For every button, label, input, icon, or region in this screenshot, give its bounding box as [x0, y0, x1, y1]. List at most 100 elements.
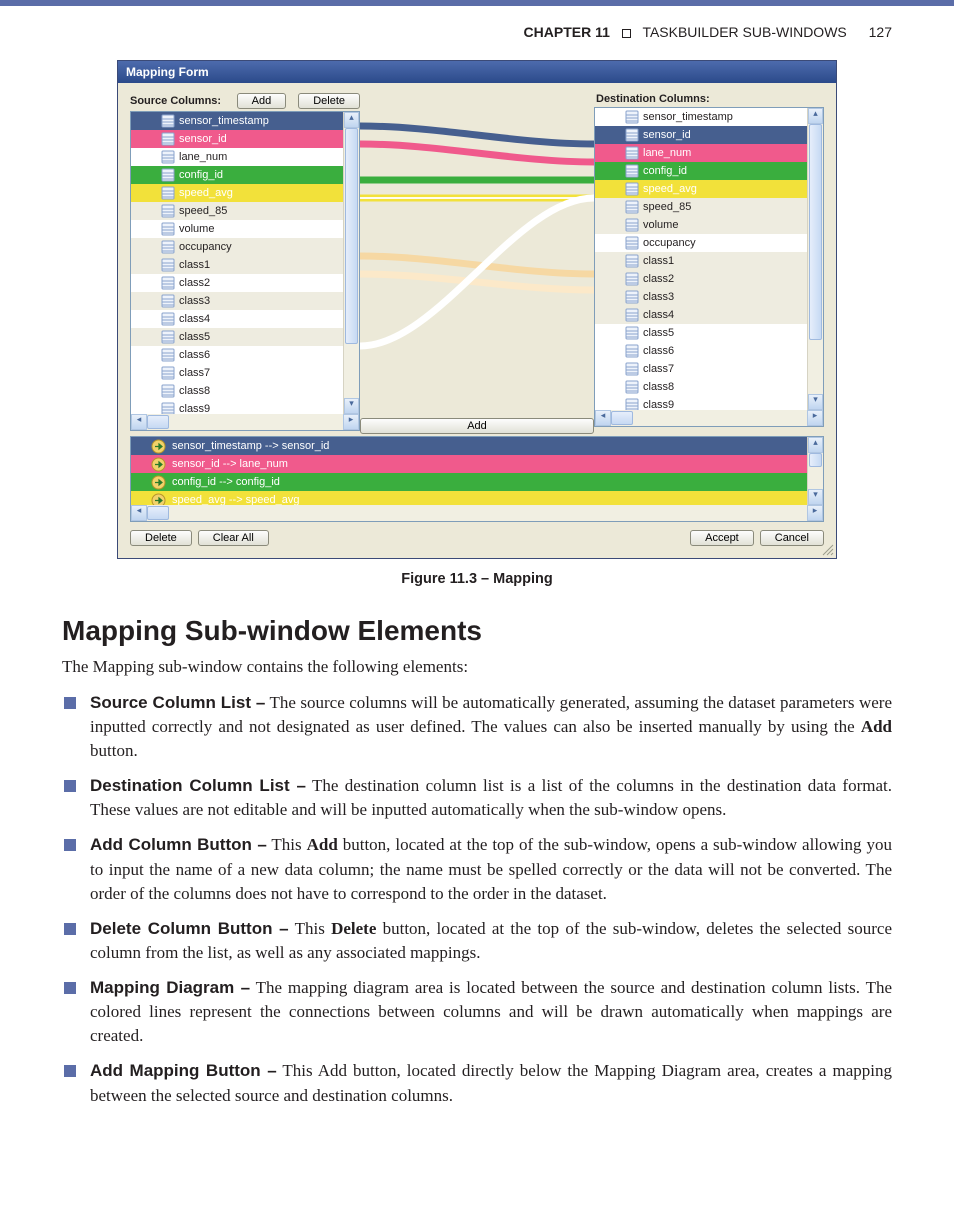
scrollbar-vertical[interactable]: ▴ ▾: [343, 112, 359, 414]
list-item[interactable]: speed_avg: [131, 184, 359, 202]
mapping-item[interactable]: sensor_id --> lane_num: [131, 455, 823, 473]
scrollbar-vertical[interactable]: ▴ ▾: [807, 437, 823, 505]
list-item-label: class8: [179, 385, 210, 397]
list-item[interactable]: sensor_timestamp: [131, 112, 359, 130]
scroll-up-icon[interactable]: ▴: [344, 112, 359, 128]
list-item[interactable]: class3: [595, 288, 823, 306]
add-column-button[interactable]: Add: [237, 93, 287, 109]
list-item[interactable]: class5: [131, 328, 359, 346]
list-item-label: class6: [179, 349, 210, 361]
column-icon: [161, 276, 175, 290]
scroll-up-icon[interactable]: ▴: [808, 108, 823, 124]
scroll-right-icon[interactable]: ▸: [807, 410, 823, 426]
list-item-label: class4: [179, 313, 210, 325]
destination-column-list[interactable]: sensor_timestampsensor_id lane_num config_…: [594, 107, 824, 427]
list-item[interactable]: class8: [131, 382, 359, 400]
list-item-label: class6: [643, 345, 674, 357]
scroll-right-icon[interactable]: ▸: [807, 505, 823, 521]
list-item-label: config_id: [643, 165, 687, 177]
source-column-list[interactable]: sensor_timestamp sensor_id lane_num config_…: [130, 111, 360, 431]
list-item[interactable]: class5: [595, 324, 823, 342]
list-item[interactable]: lane_num: [131, 148, 359, 166]
scrollbar-horizontal[interactable]: ◂ ▸: [131, 414, 359, 430]
list-item-label: sensor_id: [179, 133, 227, 145]
list-item[interactable]: class1: [131, 256, 359, 274]
column-icon: [161, 348, 175, 362]
bullet-square-icon: [64, 1065, 76, 1077]
column-icon: [625, 344, 639, 358]
accept-button[interactable]: Accept: [690, 530, 754, 546]
list-item[interactable]: class2: [595, 270, 823, 288]
column-icon: [625, 110, 639, 124]
list-item[interactable]: speed_85: [595, 198, 823, 216]
list-item-label: speed_85: [643, 201, 691, 213]
scroll-up-icon[interactable]: ▴: [808, 437, 823, 453]
list-item[interactable]: sensor_timestamp: [595, 108, 823, 126]
scrollbar-horizontal[interactable]: ◂ ▸: [595, 410, 823, 426]
list-item[interactable]: class1: [595, 252, 823, 270]
scroll-left-icon[interactable]: ◂: [131, 414, 147, 430]
list-item-label: class4: [643, 309, 674, 321]
mapping-item[interactable]: config_id --> config_id: [131, 473, 823, 491]
list-item-label: lane_num: [179, 151, 227, 163]
list-item[interactable]: occupancy: [131, 238, 359, 256]
scroll-down-icon[interactable]: ▾: [808, 394, 823, 410]
list-item-label: lane_num: [643, 147, 691, 159]
bullet-square-icon: [64, 697, 76, 709]
bullet-square-icon: [64, 780, 76, 792]
list-item[interactable]: class3: [131, 292, 359, 310]
column-icon: [161, 186, 175, 200]
mapping-list[interactable]: sensor_timestamp --> sensor_idsensor_id …: [130, 436, 824, 522]
scroll-left-icon[interactable]: ◂: [131, 505, 147, 521]
resize-grip-icon[interactable]: [820, 542, 834, 556]
list-item[interactable]: sensor_id: [131, 130, 359, 148]
list-item[interactable]: class7: [595, 360, 823, 378]
list-item[interactable]: class6: [131, 346, 359, 364]
column-icon: [161, 150, 175, 164]
column-icon: [161, 312, 175, 326]
destination-columns-label: Destination Columns:: [594, 93, 824, 105]
column-icon: [161, 132, 175, 146]
list-item[interactable]: class7: [131, 364, 359, 382]
list-item[interactable]: class8: [595, 378, 823, 396]
list-item[interactable]: class4: [595, 306, 823, 324]
chapter-label: CHAPTER 11: [524, 24, 610, 40]
column-icon: [625, 308, 639, 322]
list-item[interactable]: class2: [131, 274, 359, 292]
delete-column-button[interactable]: Delete: [298, 93, 360, 109]
column-icon: [161, 366, 175, 380]
list-item[interactable]: config_id: [131, 166, 359, 184]
delete-mapping-button[interactable]: Delete: [130, 530, 192, 546]
add-mapping-button[interactable]: Add: [360, 418, 594, 434]
list-item[interactable]: class4: [131, 310, 359, 328]
list-item-label: class1: [643, 255, 674, 267]
clear-all-button[interactable]: Clear All: [198, 530, 269, 546]
list-item[interactable]: class6: [595, 342, 823, 360]
screenshot-figure: Mapping Form Source Columns: Add Delete …: [117, 60, 837, 559]
section-heading: Mapping Sub-window Elements: [62, 615, 892, 647]
scroll-right-icon[interactable]: ▸: [343, 414, 359, 430]
column-icon: [625, 128, 639, 142]
column-icon: [625, 254, 639, 268]
scrollbar-vertical[interactable]: ▴ ▾: [807, 108, 823, 410]
bullet-list: Source Column List – The source columns …: [62, 691, 892, 1108]
list-item[interactable]: lane_num: [595, 144, 823, 162]
scrollbar-horizontal[interactable]: ◂ ▸: [131, 505, 823, 521]
list-item[interactable]: speed_85: [131, 202, 359, 220]
scroll-down-icon[interactable]: ▾: [344, 398, 359, 414]
scroll-left-icon[interactable]: ◂: [595, 410, 611, 426]
list-item[interactable]: sensor_id: [595, 126, 823, 144]
list-item[interactable]: volume: [595, 216, 823, 234]
list-item-label: class2: [179, 277, 210, 289]
list-item[interactable]: occupancy: [595, 234, 823, 252]
cancel-button[interactable]: Cancel: [760, 530, 824, 546]
column-icon: [161, 330, 175, 344]
list-item-label: occupancy: [643, 237, 696, 249]
list-item[interactable]: volume: [131, 220, 359, 238]
mapping-item[interactable]: sensor_timestamp --> sensor_id: [131, 437, 823, 455]
list-item[interactable]: speed_avg: [595, 180, 823, 198]
list-item-label: occupancy: [179, 241, 232, 253]
column-icon: [161, 114, 175, 128]
list-item[interactable]: config_id: [595, 162, 823, 180]
scroll-down-icon[interactable]: ▾: [808, 489, 823, 505]
